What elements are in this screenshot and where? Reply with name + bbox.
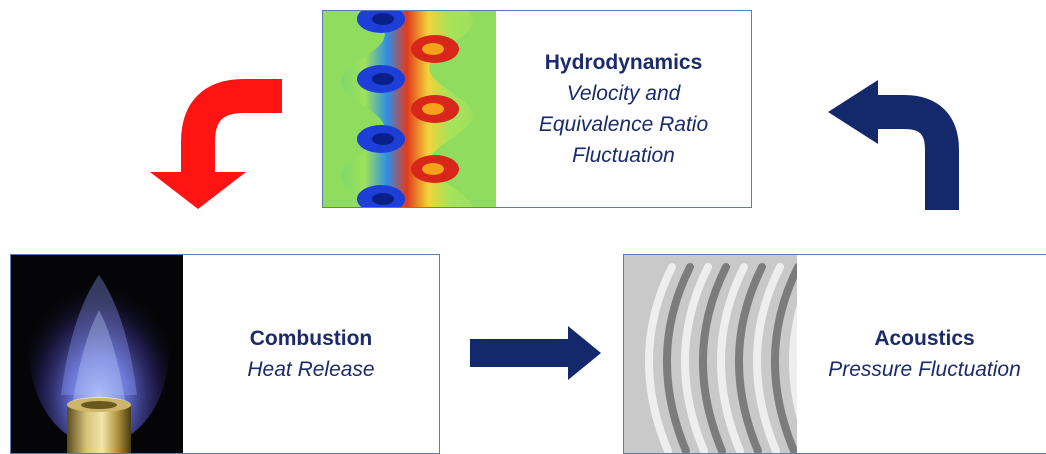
hydrodynamics-label: Hydrodynamics Velocity and Equivalence R…: [496, 11, 751, 207]
hydrodynamics-subtitle-line: Fluctuation: [572, 144, 675, 167]
acoustics-label: Acoustics Pressure Fluctuation: [797, 255, 1046, 453]
navy-right-arrow-icon: [470, 326, 601, 380]
red-curved-arrow-icon: [150, 79, 282, 209]
flame-burner-icon: [11, 255, 183, 453]
vortex-flow-simulation-icon: [323, 11, 496, 207]
hydrodynamics-subtitle-line: Velocity and: [566, 82, 681, 105]
pressure-wave-icon: [624, 255, 797, 453]
navy-curved-arrow-icon: [828, 80, 959, 210]
combustion-title: Combustion: [249, 327, 373, 350]
combustion-label: Combustion Heat Release: [183, 255, 439, 453]
acoustics-subtitle-line: Pressure Fluctuation: [828, 358, 1021, 381]
hydrodynamics-subtitle-line: Equivalence Ratio: [538, 113, 709, 136]
combustion-subtitle-line: Heat Release: [247, 358, 375, 381]
acoustics-node: Acoustics Pressure Fluctuation: [623, 254, 1046, 454]
acoustics-title: Acoustics: [874, 327, 975, 350]
hydrodynamics-title: Hydrodynamics: [544, 51, 703, 74]
hydrodynamics-node: Hydrodynamics Velocity and Equivalence R…: [322, 10, 752, 208]
combustion-node: Combustion Heat Release: [10, 254, 440, 454]
